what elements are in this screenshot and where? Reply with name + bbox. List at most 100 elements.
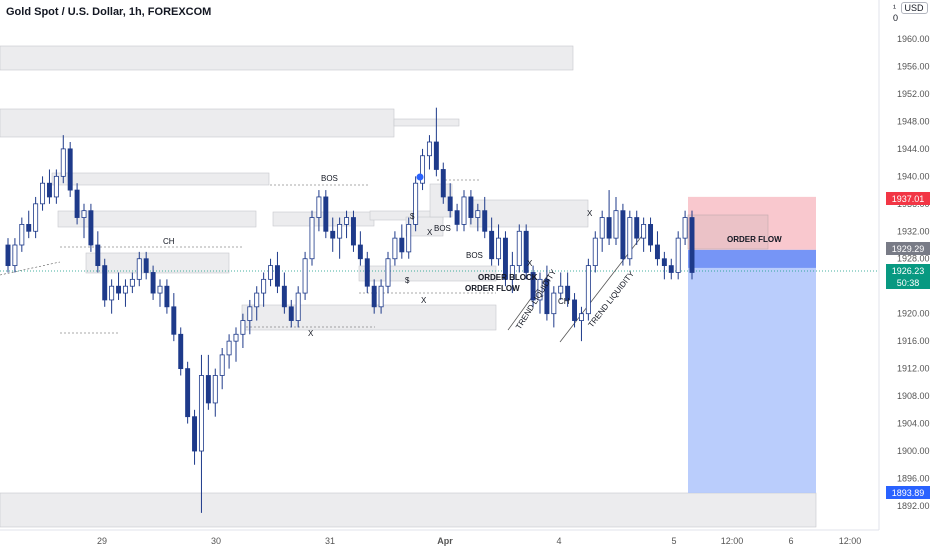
candle-body[interactable] <box>40 182 46 205</box>
candle-body[interactable] <box>185 368 191 418</box>
candle-body[interactable] <box>240 320 246 335</box>
candle-body[interactable] <box>316 196 322 218</box>
candle-body[interactable] <box>399 237 405 253</box>
candle-body[interactable] <box>433 141 439 170</box>
candle-body[interactable] <box>95 244 101 267</box>
candle-body[interactable] <box>274 265 280 287</box>
candle-body[interactable] <box>641 224 647 239</box>
candle-body[interactable] <box>551 292 557 315</box>
candle-body[interactable] <box>648 224 654 246</box>
candle-body[interactable] <box>620 210 626 260</box>
candle-body[interactable] <box>53 175 59 198</box>
candle-body[interactable] <box>5 244 11 267</box>
candle-body[interactable] <box>323 196 329 232</box>
candle-body[interactable] <box>116 285 122 294</box>
candle-body[interactable] <box>475 210 481 218</box>
candle-body[interactable] <box>516 230 522 267</box>
candle-body[interactable] <box>544 278 550 315</box>
candle-body[interactable] <box>426 141 432 157</box>
candle-body[interactable] <box>33 203 39 232</box>
candle-body[interactable] <box>406 224 412 253</box>
candle-body[interactable] <box>357 244 363 260</box>
candle-body[interactable] <box>654 244 660 260</box>
candle-body[interactable] <box>129 278 135 287</box>
candle-body[interactable] <box>60 148 66 177</box>
candle-body[interactable] <box>74 189 80 218</box>
candle-body[interactable] <box>489 230 495 260</box>
candle-body[interactable] <box>364 258 370 287</box>
candle-body[interactable] <box>627 217 633 260</box>
candle-body[interactable] <box>330 230 336 239</box>
candle-body[interactable] <box>599 217 605 239</box>
candle-body[interactable] <box>613 210 619 239</box>
candle-body[interactable] <box>385 258 391 287</box>
candle-body[interactable] <box>606 217 612 239</box>
candle-body[interactable] <box>164 285 170 308</box>
candle-body[interactable] <box>12 244 18 267</box>
candle-body[interactable] <box>309 217 315 260</box>
candle-body[interactable] <box>254 292 260 308</box>
candle-body[interactable] <box>661 258 667 267</box>
candle-body[interactable] <box>530 272 536 301</box>
candle-body[interactable] <box>689 217 695 273</box>
candle-body[interactable] <box>261 278 267 294</box>
candle-body[interactable] <box>122 285 128 294</box>
candle-body[interactable] <box>461 196 467 225</box>
candle-body[interactable] <box>268 265 274 280</box>
candle-body[interactable] <box>578 313 584 321</box>
candle-body[interactable] <box>447 196 453 212</box>
candle-body[interactable] <box>219 354 225 376</box>
candle-body[interactable] <box>675 237 681 273</box>
candle-body[interactable] <box>102 265 108 301</box>
candle-body[interactable] <box>634 217 640 239</box>
candle-body[interactable] <box>198 375 204 452</box>
candle-body[interactable] <box>171 306 177 335</box>
candle-body[interactable] <box>537 278 543 301</box>
currency-selector[interactable]: ¹ USD 0 <box>893 2 932 23</box>
candle-body[interactable] <box>468 196 474 218</box>
candle-body[interactable] <box>143 258 149 273</box>
candle-body[interactable] <box>496 237 502 260</box>
candle-body[interactable] <box>392 237 398 260</box>
candle-body[interactable] <box>350 217 356 246</box>
candle-body[interactable] <box>572 299 578 321</box>
candle-body[interactable] <box>150 272 156 294</box>
candle-body[interactable] <box>109 285 115 301</box>
candle-body[interactable] <box>344 217 350 225</box>
candle-body[interactable] <box>558 285 564 294</box>
candle-body[interactable] <box>502 237 508 280</box>
candle-body[interactable] <box>371 285 377 308</box>
candle-body[interactable] <box>337 224 343 239</box>
candle-body[interactable] <box>281 285 287 308</box>
candle-body[interactable] <box>88 210 94 246</box>
candle-body[interactable] <box>413 182 419 225</box>
candle-body[interactable] <box>157 285 163 294</box>
candle-body[interactable] <box>565 285 571 301</box>
candle-body[interactable] <box>212 375 218 404</box>
candle-body[interactable] <box>205 375 211 404</box>
candle-body[interactable] <box>19 224 25 246</box>
currency-badge[interactable]: USD <box>900 2 928 14</box>
candle-body[interactable] <box>668 265 674 273</box>
take-profit-zone[interactable] <box>688 249 816 493</box>
candle-body[interactable] <box>420 155 426 184</box>
candle-body[interactable] <box>192 416 198 452</box>
candle-body[interactable] <box>247 306 253 321</box>
candle-body[interactable] <box>67 148 73 191</box>
candle-body[interactable] <box>523 230 529 273</box>
candle-body[interactable] <box>26 224 32 232</box>
candle-body[interactable] <box>378 285 384 308</box>
candle-body[interactable] <box>592 237 598 267</box>
candle-body[interactable] <box>46 182 52 198</box>
candle-body[interactable] <box>81 210 87 218</box>
candle-body[interactable] <box>178 333 184 370</box>
candle-body[interactable] <box>585 265 591 315</box>
candle-body[interactable] <box>454 210 460 225</box>
candle-body[interactable] <box>509 265 515 280</box>
candle-body[interactable] <box>482 210 488 232</box>
candle-body[interactable] <box>682 217 688 239</box>
candle-body[interactable] <box>302 258 308 294</box>
entry-zone[interactable] <box>688 249 816 268</box>
candle-body[interactable] <box>226 340 232 356</box>
